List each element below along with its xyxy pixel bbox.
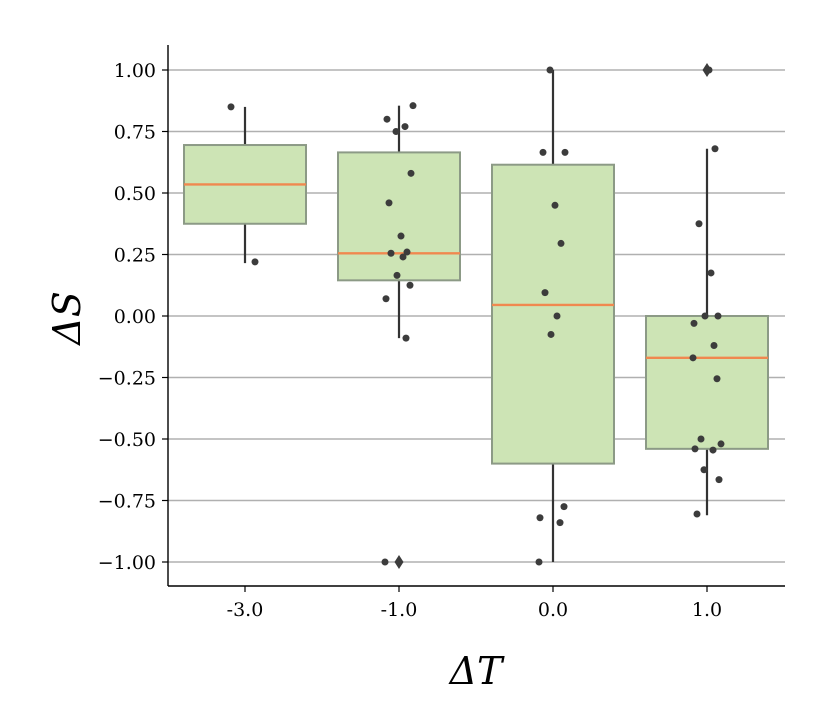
data-point [561,148,569,156]
data-point [401,123,409,131]
x-tick-labels: -3.0 -1.0 0.0 1.0 [227,586,722,621]
data-point [381,558,389,566]
data-point [709,446,717,454]
data-point [385,199,393,207]
data-point [536,514,544,522]
data-point [409,102,417,110]
y-tick-label: −1.00 [98,552,156,574]
x-tick-label: -3.0 [227,599,264,621]
y-tick-label: −0.75 [98,491,156,513]
data-point [700,466,708,474]
y-axis-label: ΔS [45,291,89,346]
x-tick-label: 1.0 [692,599,722,621]
x-tick-label: -1.0 [381,599,418,621]
iqr-box [491,163,615,465]
y-tick-label: −0.25 [98,368,156,390]
iqr-box [645,315,769,450]
data-point [693,510,701,518]
data-point [397,232,405,240]
y-tick-label: 0.00 [114,306,156,328]
data-point [690,319,698,327]
data-point [691,445,699,453]
y-tick-labels: 1.00 0.75 0.50 0.25 0.00 −0.25 −0.50 −0.75 −1.00 [98,60,168,574]
data-point [383,115,391,123]
data-point [402,334,410,342]
data-point [711,145,719,153]
data-point [701,312,709,320]
outlier-marker [394,555,404,569]
x-axis-label: ΔT [448,649,505,693]
data-point [689,354,697,362]
x-tick-label: 0.0 [538,599,568,621]
y-tick-label: 0.50 [114,183,156,205]
data-point [547,330,555,338]
data-point [710,342,718,350]
data-point [393,271,401,279]
data-point [556,519,564,527]
y-tick-label: 1.00 [114,60,156,82]
data-point [382,295,390,303]
data-point [227,103,235,111]
data-point [387,249,395,257]
data-point [535,558,543,566]
box-0.0 [491,70,615,562]
data-point [697,435,705,443]
data-point [541,289,549,297]
y-tick-label: −0.50 [98,429,156,451]
data-point [392,128,400,135]
iqr-box [337,151,461,282]
points-layer [227,66,725,566]
data-point [715,476,723,484]
data-point [406,281,414,289]
data-point [560,503,568,511]
data-point [553,312,561,320]
data-point [399,253,407,261]
data-point [557,239,565,247]
box--3.0 [183,106,307,264]
data-point [695,220,703,228]
data-point [403,248,411,256]
data-point [714,312,722,320]
box--1.0 [337,105,461,569]
y-tick-label: 0.25 [114,245,156,267]
y-tick-label: 0.75 [114,122,156,144]
data-point [251,258,259,266]
box-1.0 [645,63,769,516]
data-point [551,201,559,209]
data-point [713,375,721,383]
data-point [717,440,725,448]
data-point [705,66,713,74]
boxes-layer [183,63,769,569]
data-point [539,148,547,156]
data-point [407,169,415,177]
data-point [546,66,554,74]
data-point [707,269,715,277]
